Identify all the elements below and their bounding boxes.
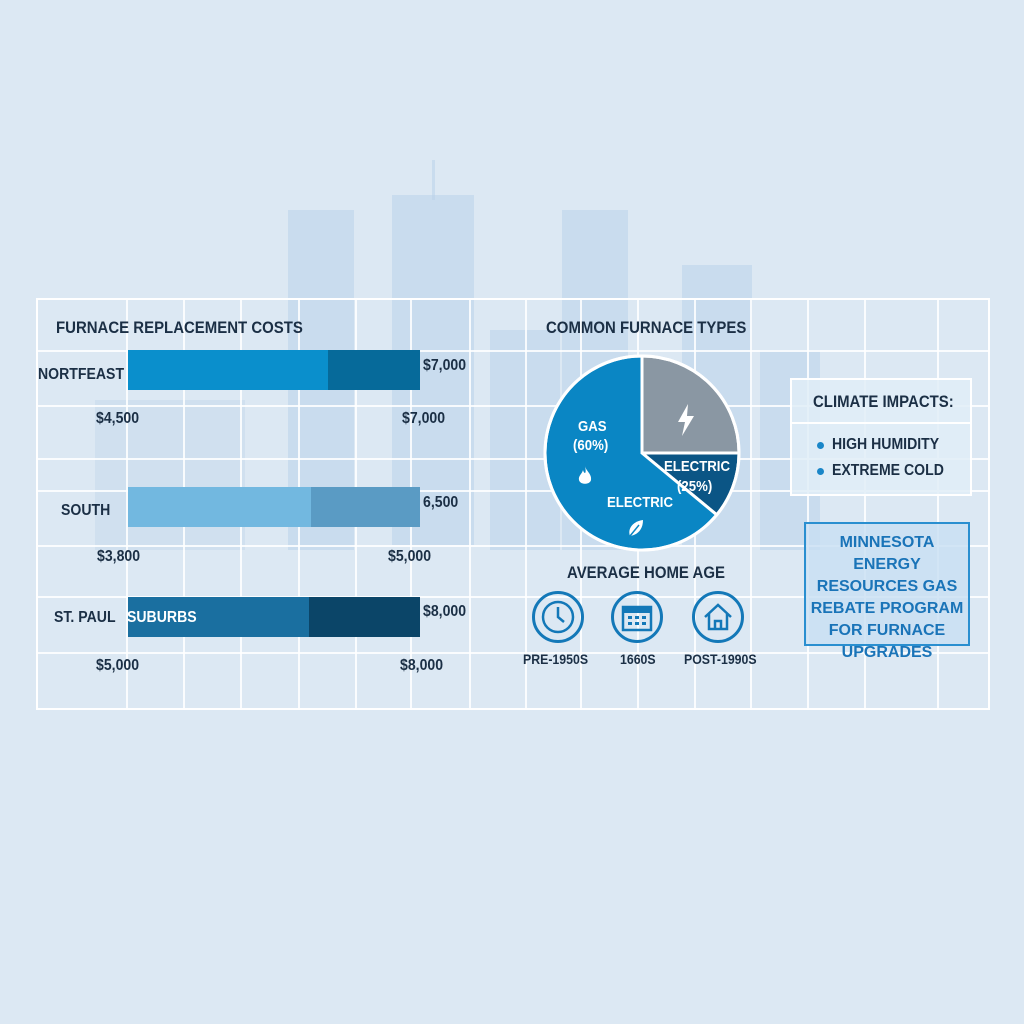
gas-pct: (60%) xyxy=(573,437,609,454)
electric-label: ELECTRIC xyxy=(664,458,730,475)
rebate-program-box: MINNESOTA ENERGY RESOURCES GAS REBATE PR… xyxy=(804,522,970,661)
bar-end-label: 6,500 xyxy=(423,494,459,511)
bar-low-segment xyxy=(128,350,328,390)
category-label: NORTFEAST xyxy=(38,366,125,383)
leaf-icon xyxy=(629,520,643,537)
high-label: $8,000 xyxy=(400,657,444,674)
high-label: $7,000 xyxy=(402,410,446,427)
pie-outline xyxy=(543,354,741,552)
pie-chart xyxy=(543,354,741,552)
bar-low-segment xyxy=(128,597,309,637)
gas-label: GAS xyxy=(578,418,607,435)
rebate-line: MINNESOTA ENERGY xyxy=(839,534,935,573)
bar-st-paul-suburbs xyxy=(128,597,420,637)
calendar-icon xyxy=(611,591,663,643)
electric-label-2: ELECTRIC xyxy=(607,494,673,511)
category-label: ST. PAUL xyxy=(54,609,116,626)
rebate-line: REBATE PROGRAM xyxy=(810,600,964,617)
bar-end-label: $8,000 xyxy=(423,603,467,620)
climate-item: EXTREME COLD xyxy=(832,462,944,479)
low-label: $3,800 xyxy=(97,548,141,565)
category-label: SUBURBS xyxy=(127,609,197,626)
category-label: SOUTH xyxy=(61,502,111,519)
house-icon xyxy=(692,591,744,643)
low-label: $5,000 xyxy=(96,657,140,674)
bar-chart-title: FURNACE REPLACEMENT COSTS xyxy=(56,318,303,337)
rebate-line: FOR FURNACE xyxy=(828,622,946,639)
low-label: $4,500 xyxy=(96,410,140,427)
clock-icon xyxy=(532,591,584,643)
climate-item: HIGH HUMIDITY xyxy=(832,436,940,453)
bar-high-segment xyxy=(311,487,420,527)
electric-pct: (25%) xyxy=(677,478,713,495)
flame-icon xyxy=(578,466,592,484)
home-age-title: AVERAGE HOME AGE xyxy=(567,563,725,582)
bar-south xyxy=(128,487,420,527)
bullet-icon xyxy=(817,442,824,449)
home-age-label: PRE-1950S xyxy=(523,651,589,667)
pie-chart-title: COMMON FURNACE TYPES xyxy=(546,318,747,337)
climate-impacts-panel: CLIMATE IMPACTS: HIGH HUMIDITY EXTREME C… xyxy=(790,378,972,496)
lightning-icon xyxy=(678,404,694,436)
bar-low-segment xyxy=(128,487,311,527)
rebate-line: RESOURCES GAS xyxy=(816,578,958,595)
home-age-label: POST-1990S xyxy=(684,651,757,667)
home-age-label: 1660S xyxy=(620,651,656,667)
rebate-line: UPGRADES xyxy=(841,644,933,661)
high-label: $5,000 xyxy=(388,548,432,565)
bar-high-segment xyxy=(328,350,420,390)
bullet-icon xyxy=(817,468,824,475)
bar-high-segment xyxy=(309,597,420,637)
climate-title: CLIMATE IMPACTS: xyxy=(813,392,954,411)
bar-end-label: $7,000 xyxy=(423,357,467,374)
bar-northeast xyxy=(128,350,420,390)
